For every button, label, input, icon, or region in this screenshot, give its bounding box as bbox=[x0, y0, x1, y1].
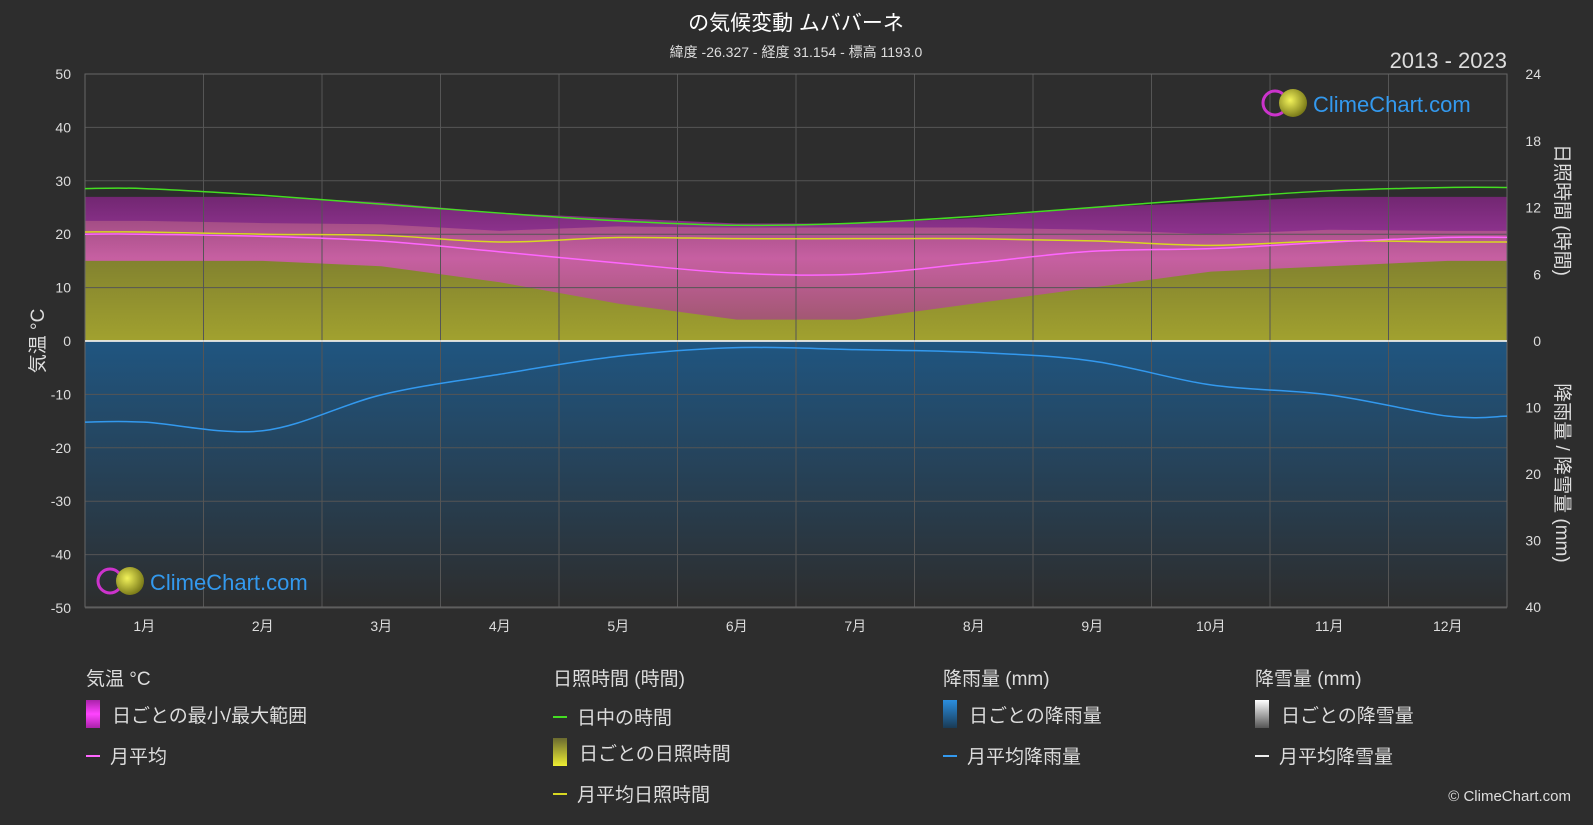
left-tick-label: -40 bbox=[51, 547, 71, 563]
rain-mean-swatch-icon bbox=[943, 754, 957, 757]
right-top-tick-label: 24 bbox=[1525, 66, 1541, 82]
daily-sunshine-swatch-icon bbox=[553, 738, 567, 766]
left-tick-label: 10 bbox=[55, 280, 71, 296]
x-tick-label: 11月 bbox=[1315, 618, 1344, 634]
right-top-tick-label: 18 bbox=[1525, 133, 1541, 149]
watermark-top: ClimeChart.com bbox=[1261, 89, 1471, 117]
legend-label: 月平均降雪量 bbox=[1279, 747, 1394, 768]
daily-snow-swatch-icon bbox=[1255, 700, 1269, 728]
right-axis-bottom-label: 降雨量 / 降雪量 (mm) bbox=[1551, 383, 1573, 562]
x-tick-label: 10月 bbox=[1196, 618, 1226, 634]
legend-label: 月平均日照時間 bbox=[577, 785, 711, 806]
x-tick-label: 2月 bbox=[252, 618, 274, 634]
legend-label: 日中の時間 bbox=[577, 708, 673, 729]
x-tick-label: 1月 bbox=[133, 618, 155, 634]
legend-title-sunshine: 日照時間 (時間) bbox=[553, 669, 685, 690]
legend-item-rain-mean: 月平均降雨量 bbox=[943, 742, 1081, 769]
watermark-bottom: ClimeChart.com bbox=[96, 567, 308, 595]
x-tick-label: 3月 bbox=[370, 618, 392, 634]
chart-subtitle: 緯度 -26.327 - 経度 31.154 - 標高 1193.0 bbox=[670, 44, 923, 60]
legend-label: 日ごとの日照時間 bbox=[579, 743, 731, 765]
left-tick-label: -50 bbox=[51, 600, 71, 616]
x-tick-label: 12月 bbox=[1433, 618, 1463, 634]
legend-label: 月平均降雨量 bbox=[967, 747, 1082, 768]
legend-item-snow-mean: 月平均降雪量 bbox=[1255, 742, 1393, 769]
x-tick-label: 4月 bbox=[489, 618, 511, 634]
chart-axes: 50 40 30 20 10 0 -10 -20 -30 -40 -50 24 18 12 6 0 10 20 30… bbox=[51, 66, 1541, 634]
legend-item-sunshine-mean: 月平均日照時間 bbox=[553, 780, 710, 807]
chart-series-lines bbox=[84, 186, 1508, 433]
legend-label: 日ごとの最小/最大範囲 bbox=[112, 705, 308, 727]
right-bottom-tick-label: 40 bbox=[1525, 599, 1541, 615]
x-tick-label: 7月 bbox=[844, 618, 866, 634]
copyright: © ClimeChart.com bbox=[1448, 788, 1571, 805]
series-line-月平均日照時間 bbox=[84, 231, 1508, 247]
legend-item-temp-mean: 月平均 bbox=[86, 742, 167, 769]
left-axis-label: 気温 °C bbox=[27, 309, 49, 374]
legend-label: 月平均 bbox=[110, 747, 168, 768]
legend-item-daily-snow: 日ごとの降雪量 bbox=[1255, 700, 1414, 728]
legend-label: 日ごとの降雪量 bbox=[1281, 705, 1414, 727]
left-tick-label: -10 bbox=[51, 386, 71, 402]
legend-item-temp-range: 日ごとの最小/最大範囲 bbox=[86, 700, 307, 728]
chart-title: の気候変動 ムババーネ bbox=[688, 12, 904, 35]
legend-title-snow: 降雪量 (mm) bbox=[1255, 669, 1362, 690]
snow-mean-swatch-icon bbox=[1255, 754, 1269, 757]
x-tick-label: 8月 bbox=[963, 618, 985, 634]
x-tick-label: 5月 bbox=[607, 618, 629, 634]
watermark-text: ClimeChart.com bbox=[1313, 92, 1471, 117]
left-tick-label: -30 bbox=[51, 493, 71, 509]
series-line-月平均降雨量 bbox=[84, 346, 1508, 433]
right-bottom-tick-label: 30 bbox=[1525, 533, 1541, 549]
right-top-tick-label: 0 bbox=[1533, 333, 1541, 349]
daily-rain-swatch-icon bbox=[943, 700, 957, 728]
climechart-globe-icon bbox=[1279, 89, 1307, 117]
legend-title-rain: 降雨量 (mm) bbox=[943, 669, 1050, 690]
x-tick-label: 9月 bbox=[1081, 618, 1103, 634]
legend-item-daily-sunshine: 日ごとの日照時間 bbox=[553, 738, 731, 766]
left-tick-label: 50 bbox=[55, 66, 71, 82]
watermark-text: ClimeChart.com bbox=[150, 570, 308, 595]
temp-range-swatch-icon bbox=[86, 700, 100, 728]
legend-title-temperature: 気温 °C bbox=[86, 669, 151, 690]
right-axis-top-label: 日照時間 (時間) bbox=[1551, 144, 1573, 276]
legend-label: 日ごとの降雨量 bbox=[969, 705, 1102, 727]
chart-period: 2013 - 2023 bbox=[1390, 48, 1507, 73]
right-bottom-tick-label: 10 bbox=[1525, 400, 1541, 416]
x-tick-label: 6月 bbox=[726, 618, 748, 634]
temp-mean-swatch-icon bbox=[86, 754, 100, 757]
legend-item-daylight: 日中の時間 bbox=[553, 703, 672, 730]
left-tick-label: 30 bbox=[55, 173, 71, 189]
right-top-tick-label: 6 bbox=[1533, 266, 1541, 282]
right-top-tick-label: 12 bbox=[1525, 200, 1541, 216]
right-bottom-tick-label: 20 bbox=[1525, 466, 1541, 482]
daylight-swatch-icon bbox=[553, 715, 567, 718]
series-line-月平均 bbox=[84, 233, 1508, 276]
climate-chart: 50 40 30 20 10 0 -10 -20 -30 -40 -50 24 18 12 6 0 10 20 30… bbox=[27, 12, 1573, 634]
climechart-globe-icon bbox=[116, 567, 144, 595]
left-tick-label: 40 bbox=[55, 119, 71, 135]
sunshine-mean-swatch-icon bbox=[553, 792, 567, 795]
series-line-日中の時間 bbox=[84, 186, 1508, 227]
left-tick-label: 0 bbox=[63, 333, 71, 349]
left-tick-label: 20 bbox=[55, 226, 71, 242]
legend-item-daily-rain: 日ごとの降雨量 bbox=[943, 700, 1102, 728]
left-tick-label: -20 bbox=[51, 440, 71, 456]
